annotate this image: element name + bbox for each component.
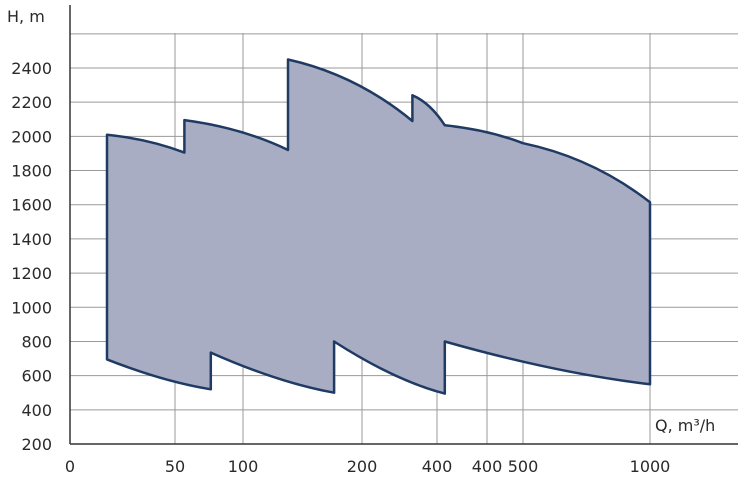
x-tick-label: 50 xyxy=(165,457,185,476)
x-axis-title: Q, m³/h xyxy=(655,416,715,435)
y-tick-label: 200 xyxy=(21,435,52,454)
area-series xyxy=(105,58,652,395)
x-tick-label: 0 xyxy=(65,457,75,476)
y-tick-label: 1200 xyxy=(11,264,52,283)
y-tick-label: 2200 xyxy=(11,93,52,112)
x-tick-label: 400 xyxy=(422,457,453,476)
x-tick-label: 500 xyxy=(508,457,539,476)
x-tick-label: 1000 xyxy=(630,457,671,476)
y-tick-label: 800 xyxy=(21,332,52,351)
x-tick-labels: 0 50 100 200 400 400 500 1000 xyxy=(65,457,670,476)
y-tick-labels: 200 400 600 800 1000 1200 1400 1600 1800 2000 2200… xyxy=(11,59,52,454)
y-tick-label: 2400 xyxy=(11,59,52,78)
x-tick-label: 400 xyxy=(472,457,503,476)
y-tick-label: 1600 xyxy=(11,196,52,215)
y-tick-label: 1400 xyxy=(11,230,52,249)
y-tick-label: 2000 xyxy=(11,127,52,146)
pump-range-area xyxy=(105,58,652,395)
x-tick-label: 200 xyxy=(347,457,378,476)
y-tick-label: 600 xyxy=(21,367,52,386)
y-tick-label: 1800 xyxy=(11,162,52,181)
y-tick-label: 1000 xyxy=(11,298,52,317)
y-axis-title: H, m xyxy=(7,7,45,26)
axes xyxy=(69,5,738,445)
y-tick-label: 400 xyxy=(21,401,52,420)
x-tick-label: 100 xyxy=(228,457,259,476)
